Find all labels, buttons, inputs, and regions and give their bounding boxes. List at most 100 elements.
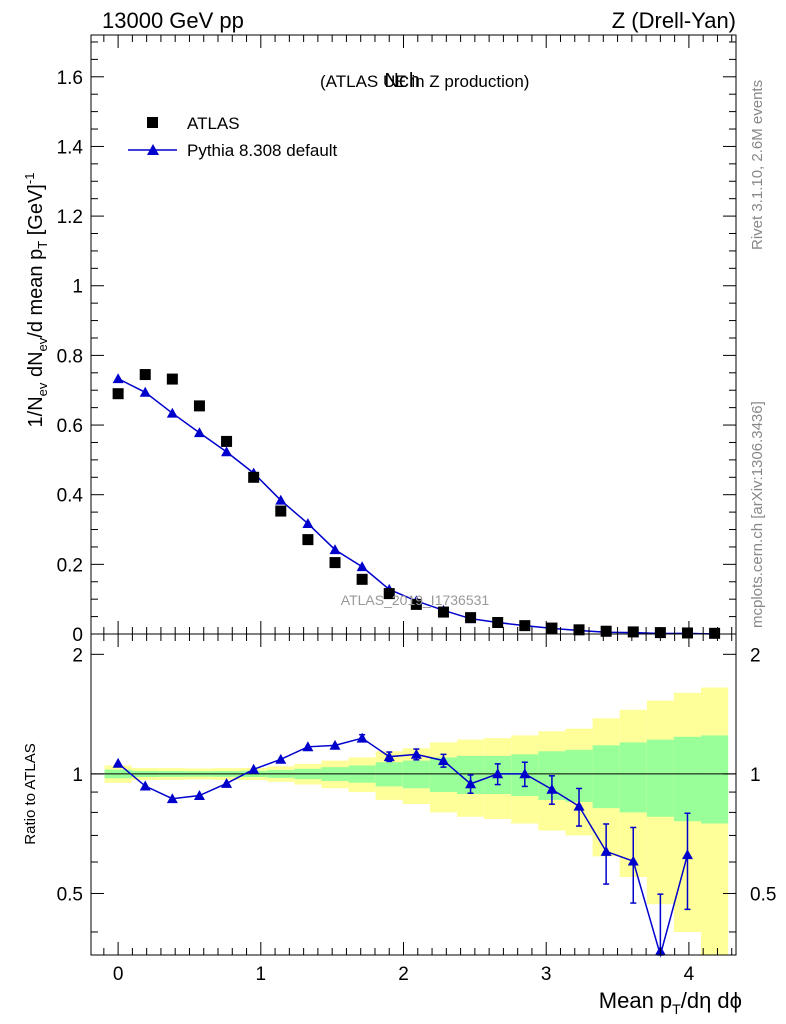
ratio-point [600, 845, 612, 856]
ratio-point [383, 751, 395, 762]
main-y-tick-label: 1 [72, 277, 83, 298]
ratio-point [166, 793, 178, 804]
x-tick-label: 0 [113, 964, 124, 985]
main-y-tick-label: 0.4 [57, 486, 84, 507]
rivet-label: Rivet 3.1.10, 2.6M events [749, 80, 766, 250]
atlas-point [275, 505, 287, 517]
pythia-point [329, 544, 341, 555]
ratio-inner-band [619, 742, 647, 813]
ratio-uncertainty-bands [104, 687, 729, 955]
ratio-inner-band [646, 739, 674, 817]
main-marks [112, 369, 721, 639]
ratio-point [465, 778, 477, 789]
x-tick-label: 4 [684, 964, 695, 985]
ratio-inner-band [592, 745, 620, 809]
ratio-point [221, 777, 233, 788]
atlas-point [546, 622, 558, 634]
legend-atlas-marker [147, 117, 158, 128]
ratio-point [627, 855, 639, 866]
ratio-inner-band [402, 760, 430, 789]
ratio-point [492, 768, 504, 779]
atlas-point [221, 435, 233, 447]
ratio-point [193, 790, 205, 800]
pythia-point [302, 518, 314, 529]
ratio-panel: 0.5 0.5 1 1 2 2 0 1 2 3 4 Ratio to ATLAS Mean pT/d… [22, 633, 776, 1017]
atlas-point [302, 534, 314, 546]
analysis-watermark: ATLAS_2019_I1736531 [341, 592, 490, 608]
main-y-tick-label: 0 [72, 625, 83, 646]
ratio-line [117, 737, 689, 958]
ratio-y-tick-label-right: 1 [750, 765, 761, 786]
pythia-point [139, 386, 151, 397]
atlas-point [709, 627, 721, 639]
ratio-point [275, 753, 287, 764]
ratio-point [573, 800, 585, 811]
x-tick-label: 3 [541, 964, 552, 985]
process-label: Z (Drell-Yan) [612, 8, 736, 33]
mcplots-label: mcplots.cern.ch [arXiv:1306.3436] [749, 401, 766, 628]
atlas-point [492, 617, 504, 629]
atlas-point [329, 557, 341, 569]
main-y-axis-label: 1/Nev dNev/d mean pT [GeV]-1 [22, 173, 50, 428]
atlas-point [383, 588, 395, 600]
ratio-point [139, 780, 151, 791]
ratio-inner-band [701, 735, 729, 824]
main-subtitle: (ATLAS UE in Z production) [320, 72, 529, 91]
pythia-point [221, 446, 233, 457]
main-y-tick-label: 0.6 [57, 416, 83, 437]
x-tick-label: 1 [256, 964, 267, 985]
ratio-y-tick-label-right: 0.5 [750, 884, 776, 905]
pythia-point [112, 373, 124, 384]
energy-label: 13000 GeV pp [102, 8, 244, 33]
ratio-point [437, 755, 449, 766]
ratio-point [546, 783, 558, 794]
ratio-point [410, 748, 422, 759]
legend: ATLAS Pythia 8.308 default [128, 114, 338, 160]
atlas-point [166, 373, 178, 385]
ratio-y-tick-label: 2 [72, 645, 83, 666]
main-panel: 0 0.2 0.4 0.6 0.8 1 1.2 1.4 1.6 Nch (ATLAS UE in… [22, 34, 737, 646]
atlas-point [465, 612, 477, 624]
legend-pythia-marker [147, 144, 159, 155]
atlas-point [356, 573, 368, 585]
ratio-y-axis-label: Ratio to ATLAS [22, 743, 39, 844]
pythia-point [275, 494, 287, 505]
main-y-tick-label: 1.4 [57, 137, 84, 158]
x-axis-label: Mean pT/dη dϕ [599, 988, 742, 1017]
main-y-tick-label: 0.8 [57, 346, 83, 367]
main-title: Nch [384, 70, 420, 92]
ratio-frame [90, 633, 737, 956]
atlas-point [519, 620, 531, 632]
legend-pythia-label: Pythia 8.308 default [187, 141, 338, 160]
ratio-point [329, 739, 341, 750]
atlas-point [410, 598, 422, 610]
atlas-point [627, 626, 639, 638]
ratio-point [302, 741, 314, 752]
main-y-tick-label: 0.2 [57, 555, 83, 576]
legend-atlas-label: ATLAS [187, 114, 240, 133]
pythia-point [193, 427, 205, 438]
main-y-tick-label: 1.6 [57, 68, 83, 89]
ratio-axis-ticks: 0.5 0.5 1 1 2 2 0 1 2 3 4 [57, 634, 776, 985]
atlas-point [437, 606, 449, 618]
ratio-point [519, 768, 531, 779]
pythia-point [166, 407, 178, 418]
ratio-marks [112, 732, 693, 958]
main-axis-ticks: 0 0.2 0.4 0.6 0.8 1 1.2 1.4 1.6 [57, 35, 736, 646]
main-y-tick-label: 1.2 [57, 207, 83, 228]
atlas-point [681, 627, 693, 639]
x-tick-label: 2 [398, 964, 409, 985]
ratio-point [681, 849, 693, 860]
atlas-point [112, 388, 124, 400]
ratio-point [112, 757, 124, 768]
ratio-y-tick-label: 1 [72, 765, 83, 786]
atlas-point [248, 471, 260, 483]
atlas-point [193, 400, 205, 412]
ratio-inner-band [673, 736, 702, 822]
atlas-point [600, 625, 612, 637]
ratio-y-tick-label: 0.5 [57, 884, 83, 905]
ratio-point [356, 732, 368, 743]
ratio-point [248, 763, 260, 774]
atlas-point [573, 624, 585, 636]
